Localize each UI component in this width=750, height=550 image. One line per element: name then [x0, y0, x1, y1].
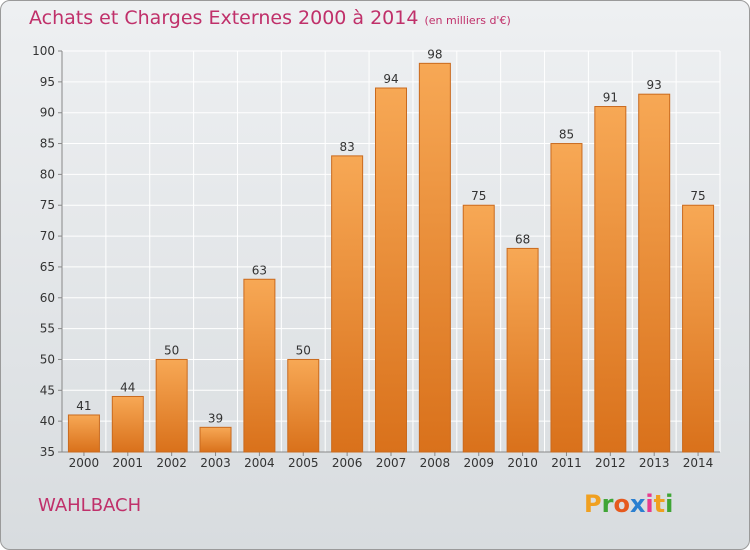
y-tick-label: 95	[40, 75, 55, 89]
title-text: Achats et Charges Externes 2000 à 2014	[29, 7, 419, 29]
data-labels: 41 44 50 39 63 50 83 94 98 75 68 85 91 93 75	[76, 47, 705, 425]
y-tick-label: 65	[40, 260, 55, 274]
x-tick-label: 2005	[288, 456, 319, 470]
bar-2013	[638, 93, 671, 453]
x-tick-label: 2014	[683, 456, 714, 470]
data-label: 50	[164, 343, 179, 357]
bar-2003	[199, 426, 232, 453]
x-tick-label: 2010	[507, 456, 538, 470]
data-label: 39	[208, 411, 223, 425]
bar-2011	[550, 143, 583, 453]
bar-2008	[418, 62, 451, 453]
bar-2010	[506, 247, 539, 453]
y-tick-label: 50	[40, 352, 55, 366]
bar-2007	[375, 87, 407, 453]
y-tick-label: 45	[40, 383, 55, 397]
y-tick-label: 60	[40, 291, 55, 305]
data-label: 63	[252, 263, 267, 277]
data-label: 98	[427, 47, 442, 61]
logo-letter: r	[601, 490, 614, 518]
x-tick-label: 2008	[420, 456, 451, 470]
data-label: 83	[339, 140, 354, 154]
y-tick-label: 75	[40, 198, 55, 212]
data-label: 93	[647, 78, 662, 92]
chart-title: Achats et Charges Externes 2000 à 2014 (e…	[29, 7, 511, 29]
proxiti-logo[interactable]: Proxiti	[584, 490, 673, 518]
data-label: 44	[120, 380, 135, 394]
x-tick-label: 2012	[595, 456, 626, 470]
x-tick-label: 2002	[156, 456, 187, 470]
unit-label: (en milliers d'€)	[424, 14, 511, 27]
x-tick-label: 2004	[244, 456, 275, 470]
y-tick-label: 90	[40, 106, 55, 120]
bar-2012	[594, 106, 627, 453]
x-tick-label: 2013	[639, 456, 670, 470]
logo-letter: o	[613, 490, 630, 518]
x-tick-label: 2007	[376, 456, 407, 470]
logo-letter: t	[653, 490, 666, 518]
y-tick-label: 55	[40, 322, 55, 336]
y-tick-label: 85	[40, 137, 55, 151]
logo-letter: i	[645, 490, 654, 518]
x-tick-label: 2006	[332, 456, 363, 470]
bar-2014	[682, 204, 715, 453]
x-tick-label: 2009	[463, 456, 494, 470]
x-tick-label: 2003	[200, 456, 231, 470]
commune-name: WAHLBACH	[38, 495, 142, 516]
bar-2002	[155, 358, 188, 453]
data-label: 85	[559, 128, 574, 142]
bar-2006	[331, 155, 364, 453]
x-tick-label: 2001	[113, 456, 144, 470]
y-tick-label: 70	[40, 229, 55, 243]
data-label: 75	[690, 189, 705, 203]
logo-letter: x	[629, 490, 646, 518]
x-tick-label: 2011	[551, 456, 582, 470]
bar-2005	[287, 358, 320, 453]
data-label: 94	[383, 72, 398, 86]
data-label: 68	[515, 232, 530, 246]
logo-letter: i	[665, 490, 674, 518]
y-tick-label: 100	[32, 44, 55, 58]
data-label: 41	[76, 399, 91, 413]
data-label: 91	[603, 91, 618, 105]
y-tick-label: 40	[40, 414, 55, 428]
bar-2009	[462, 204, 495, 453]
bar-2001	[111, 395, 144, 453]
data-label: 75	[471, 189, 486, 203]
x-tick-label: 2000	[69, 456, 100, 470]
data-label: 50	[296, 343, 311, 357]
y-tick-label: 35	[40, 445, 55, 459]
y-tick-label: 80	[40, 167, 55, 181]
bar-2004	[243, 278, 276, 453]
bar-2000	[67, 414, 100, 453]
bars	[67, 62, 715, 453]
logo-letter: P	[584, 490, 602, 518]
